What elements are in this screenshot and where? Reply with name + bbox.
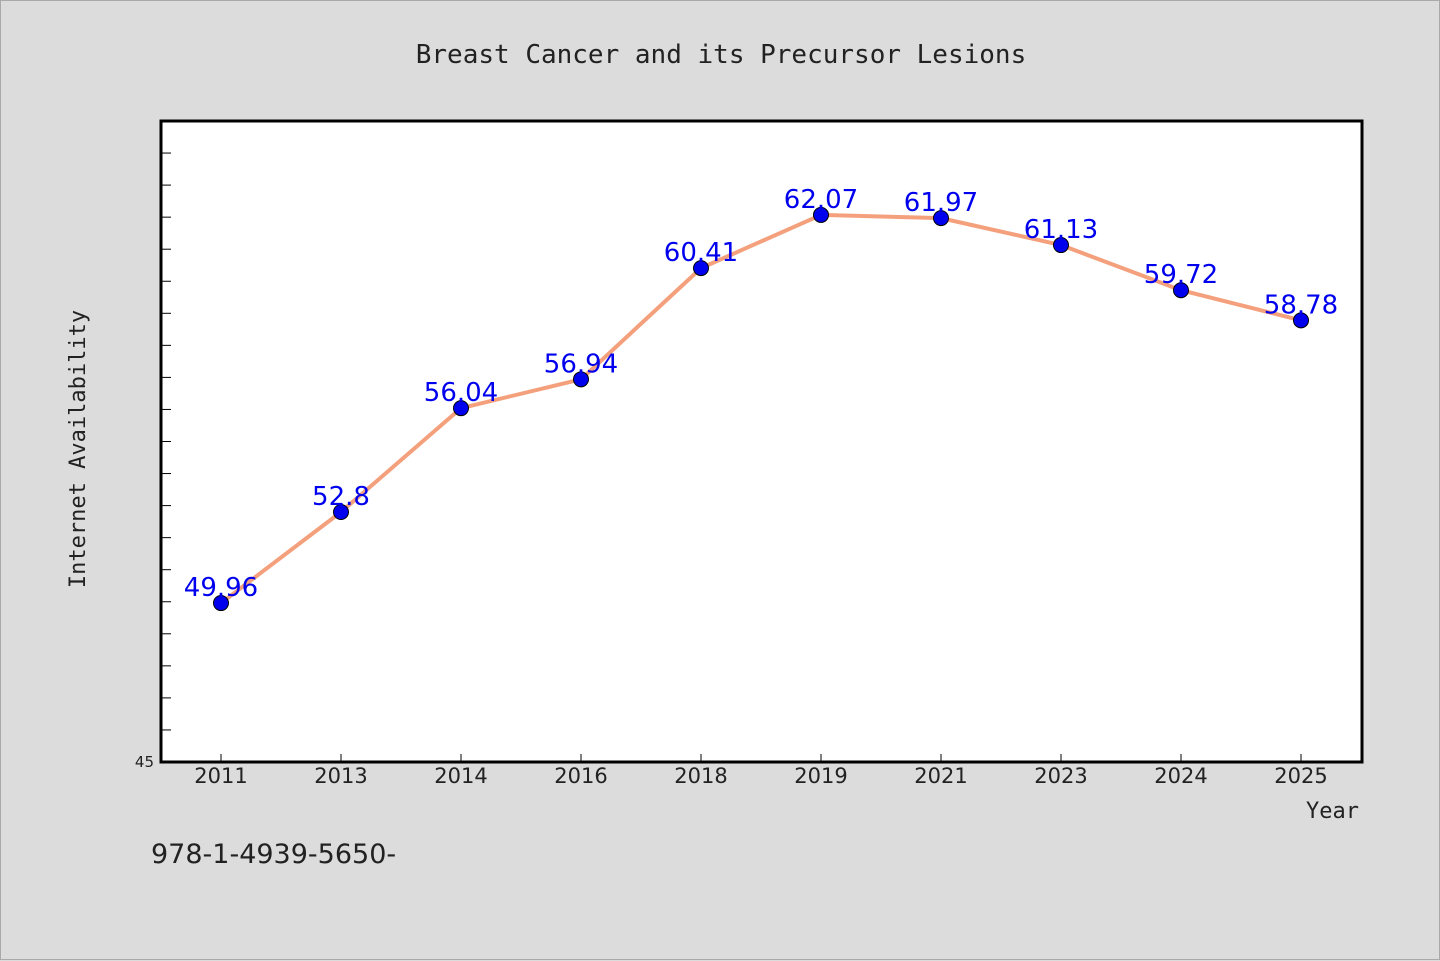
- series-layer: 49.96 52.8 56.04 56.94 60.41 62.07 61.97 61.13 5…: [184, 185, 1338, 612]
- x-tick-label: 2013: [314, 764, 367, 788]
- series-line: [219, 212, 1303, 606]
- data-point: [573, 371, 589, 388]
- data-label: 61.13: [1024, 215, 1098, 245]
- data-point: [333, 504, 349, 521]
- data-point: [933, 210, 949, 227]
- data-label: 58.78: [1264, 290, 1338, 320]
- x-tick-label: 2014: [434, 764, 487, 788]
- data-label: 62.07: [784, 185, 858, 215]
- data-label: 49.96: [184, 573, 258, 603]
- y-axis-ticks: [161, 152, 171, 731]
- data-point: [693, 260, 709, 277]
- plot-area: [159, 119, 1364, 764]
- data-point: [1053, 237, 1069, 254]
- x-tick-label: 2025: [1274, 764, 1327, 788]
- data-point: [453, 400, 469, 417]
- x-tick-label: 2016: [554, 764, 607, 788]
- data-label: 56.04: [424, 378, 498, 408]
- x-tick-label: 2024: [1154, 764, 1207, 788]
- y-axis-label: Internet Availability: [66, 310, 91, 588]
- data-label: 52.8: [312, 482, 370, 512]
- x-tick-label: 2011: [194, 764, 247, 788]
- data-point: [213, 595, 229, 612]
- data-point: [813, 206, 829, 223]
- data-point: [1293, 312, 1309, 329]
- footer-code: 978-1-4939-5650-: [151, 839, 396, 870]
- data-label: 60.41: [664, 238, 738, 268]
- x-tick-label: 2023: [1034, 764, 1087, 788]
- x-tick-label: 2018: [674, 764, 727, 788]
- x-axis-label: Year: [1306, 799, 1359, 824]
- x-tick-label: 2021: [914, 764, 967, 788]
- data-label: 61.97: [904, 188, 978, 218]
- data-label: 59.72: [1144, 260, 1218, 290]
- data-point: [1173, 282, 1189, 299]
- chart-title: Breast Cancer and its Precursor Lesions: [416, 40, 1026, 70]
- y-axis-min-label: 45: [135, 753, 154, 771]
- x-tick-label: 2019: [794, 764, 847, 788]
- data-label: 56.94: [544, 349, 618, 379]
- x-axis-ticks: 2011 2013 2014 2016 2018 2019 2021 2023 2024 2025: [194, 754, 1328, 788]
